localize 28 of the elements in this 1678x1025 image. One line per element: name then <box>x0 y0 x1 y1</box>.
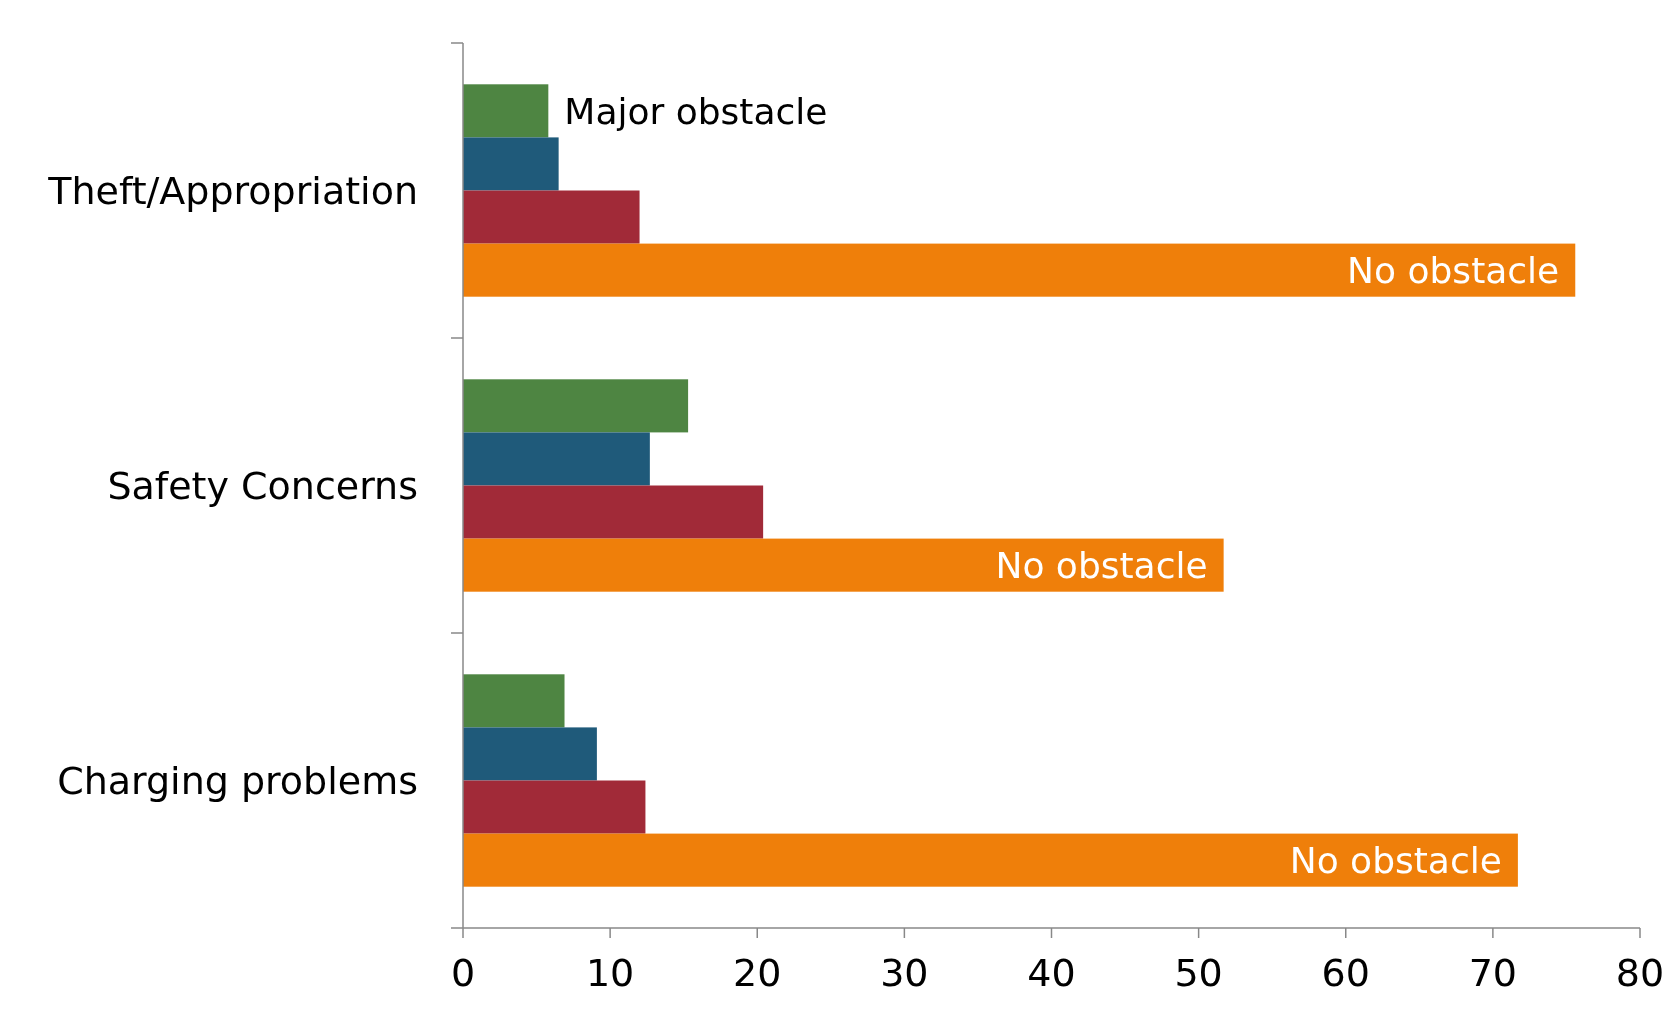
x-tick-label: 0 <box>450 951 476 995</box>
bar <box>463 538 1224 592</box>
y-tick-label: Safety Concerns <box>107 464 418 509</box>
series-label: Major obstacle <box>564 90 828 132</box>
x-tick-label: 30 <box>880 951 929 995</box>
x-tick-label: 10 <box>585 951 635 995</box>
x-tick-label: 70 <box>1468 951 1518 995</box>
x-tick-label: 80 <box>1615 951 1665 995</box>
bar <box>463 674 565 728</box>
x-tick-label: 40 <box>1027 951 1076 995</box>
bar <box>463 84 549 138</box>
y-tick-label: Theft/Appropriation <box>47 169 418 214</box>
text: No obstacle <box>995 545 1208 587</box>
x-tick-label: 60 <box>1321 951 1370 995</box>
bar <box>463 780 646 834</box>
bar <box>463 190 640 244</box>
bar <box>463 243 1576 297</box>
bar <box>463 379 689 433</box>
x-tick-label: 20 <box>733 951 782 995</box>
bar <box>463 432 650 486</box>
y-tick-label: Charging problems <box>57 759 418 804</box>
bar <box>463 727 597 781</box>
bar <box>463 485 764 539</box>
text: No obstacle <box>1289 840 1502 882</box>
bar <box>463 833 1518 887</box>
x-tick-label: 50 <box>1174 951 1223 995</box>
series-label: No obstacle <box>1347 250 1560 292</box>
bar <box>463 137 559 191</box>
